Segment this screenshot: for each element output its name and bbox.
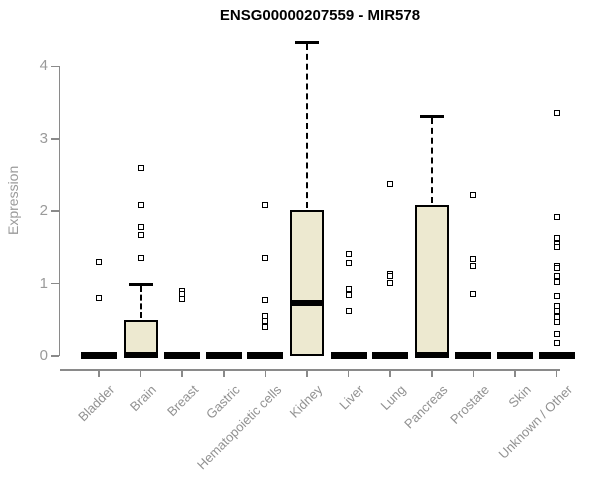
outlier-point-brain <box>137 202 144 209</box>
outlier-point-unknown-other <box>553 213 560 220</box>
upper-whisker-cap-pancreas <box>419 114 444 118</box>
x-axis-tick <box>472 369 475 377</box>
outlier-point-unknown-other <box>553 292 560 299</box>
outlier-point-prostate <box>470 255 477 262</box>
outlier-point-liver <box>345 308 352 315</box>
outlier-point-bladder <box>96 258 102 265</box>
outlier-point-prostate <box>470 262 477 269</box>
collapsed-box-skin <box>497 352 533 359</box>
outlier-point-brain <box>137 164 144 171</box>
collapsed-box-gastric <box>205 352 242 359</box>
x-tick-label-pancreas: Pancreas <box>400 382 451 432</box>
x-tick-label-brain: Brain <box>127 382 160 415</box>
x-tick-label-breast: Breast <box>163 382 201 420</box>
box-pancreas <box>414 204 449 356</box>
median-line-pancreas <box>414 352 449 358</box>
outlier-point-hematopoietic-cells <box>262 254 269 261</box>
x-axis-tick <box>514 369 516 377</box>
x-tick-label-liver: Liver <box>336 382 368 413</box>
outlier-point-liver <box>345 285 352 292</box>
outlier-point-liver <box>345 259 352 266</box>
collapsed-box-hematopoietic-cells <box>247 352 284 359</box>
y-axis-tick <box>51 355 59 357</box>
y-axis-tick <box>51 65 59 68</box>
y-tick-label: 4 <box>39 57 48 75</box>
x-tick-label-unknown-other: Unknown / Other <box>495 382 576 462</box>
box-brain <box>123 319 158 356</box>
outlier-point-prostate <box>470 191 477 198</box>
y-tick-label: 1 <box>39 274 48 292</box>
outlier-point-breast <box>179 295 186 302</box>
box-kidney <box>290 209 324 356</box>
x-tick-label-lung: Lung <box>377 382 409 414</box>
outlier-point-unknown-other <box>553 308 560 315</box>
y-tick-label: 2 <box>39 202 48 220</box>
outlier-point-unknown-other <box>553 339 560 346</box>
median-line-kidney <box>290 299 324 306</box>
y-axis-tick <box>51 210 59 212</box>
x-axis-tick <box>264 369 267 377</box>
collapsed-box-prostate <box>455 352 492 359</box>
x-tick-label-bladder: Bladder <box>75 382 118 425</box>
outlier-point-brain <box>137 224 144 231</box>
x-tick-label-gastric: Gastric <box>202 382 243 422</box>
x-axis-tick <box>306 369 308 377</box>
x-axis-tick <box>555 369 558 377</box>
outlier-point-lung <box>387 273 394 280</box>
collapsed-box-lung <box>372 352 409 359</box>
collapsed-box-bladder <box>81 352 117 359</box>
upper-whisker-cap-kidney <box>295 40 319 44</box>
outlier-point-hematopoietic-cells <box>262 296 269 303</box>
x-tick-label-skin: Skin <box>505 382 534 411</box>
upper-whisker-pancreas <box>430 117 433 203</box>
y-axis-line <box>58 66 60 356</box>
outlier-point-unknown-other <box>553 331 560 338</box>
x-axis-tick <box>98 369 100 377</box>
outlier-point-bladder <box>96 295 102 302</box>
outlier-point-brain <box>137 232 144 239</box>
outlier-point-unknown-other <box>553 244 560 251</box>
outlier-point-unknown-other <box>553 318 560 325</box>
outlier-point-hematopoietic-cells <box>262 324 269 331</box>
collapsed-box-liver <box>330 352 367 359</box>
outlier-point-lung <box>387 181 394 188</box>
x-axis-tick <box>431 369 433 377</box>
outlier-point-liver <box>345 292 352 299</box>
x-axis-tick <box>139 369 142 377</box>
x-axis-tick <box>223 369 225 377</box>
outlier-point-unknown-other <box>553 273 560 280</box>
median-line-brain <box>123 352 158 358</box>
outlier-point-unknown-other <box>553 265 560 272</box>
outlier-point-liver <box>345 250 352 257</box>
chart-title: ENSG00000207559 - MIR578 <box>219 7 421 24</box>
x-tick-label-kidney: Kidney <box>286 382 326 421</box>
x-axis-tick <box>389 369 391 377</box>
x-axis-line <box>60 369 560 371</box>
outlier-point-brain <box>137 254 144 261</box>
outlier-point-hematopoietic-cells <box>262 318 269 325</box>
x-tick-label-prostate: Prostate <box>447 382 493 427</box>
outlier-point-hematopoietic-cells <box>262 201 269 208</box>
y-tick-label: 3 <box>39 129 48 147</box>
y-axis-label: Expression <box>5 165 21 235</box>
upper-whisker-kidney <box>306 43 308 208</box>
outlier-point-unknown-other <box>553 279 560 286</box>
y-axis-tick <box>51 282 59 285</box>
y-tick-label: 0 <box>39 347 48 364</box>
collapsed-box-breast <box>164 352 201 359</box>
outlier-point-unknown-other <box>553 109 560 116</box>
y-axis-tick <box>51 138 59 140</box>
x-axis-tick <box>181 369 183 377</box>
upper-whisker-cap-brain <box>128 282 153 286</box>
x-axis-tick <box>347 369 350 377</box>
outlier-point-lung <box>387 279 394 286</box>
outlier-point-unknown-other <box>553 234 560 241</box>
upper-whisker-brain <box>139 285 142 318</box>
outlier-point-prostate <box>470 290 477 297</box>
collapsed-box-unknown-other <box>538 352 575 359</box>
